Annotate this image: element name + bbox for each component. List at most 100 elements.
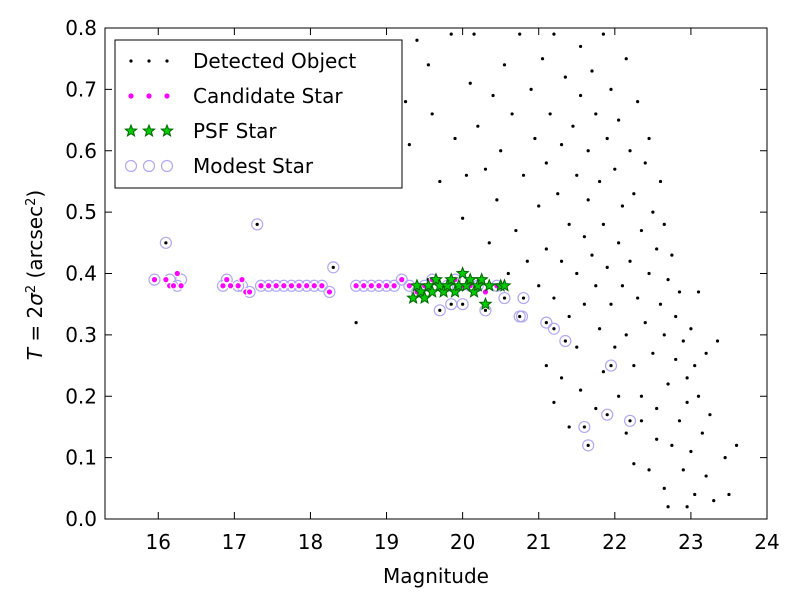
- detected-object-point: [696, 394, 701, 398]
- candidate-star-point: [272, 281, 281, 290]
- detected-object-point: [594, 284, 598, 288]
- candidate-star-point: [222, 275, 231, 284]
- psf-star-point: [463, 272, 478, 286]
- x-tick-label: 19: [374, 530, 399, 554]
- candidate-star-point: [162, 275, 170, 284]
- detected-object-point: [643, 161, 647, 165]
- detected-object-point: [453, 136, 457, 141]
- detected-object-point: [693, 492, 697, 497]
- legend-marker-modest-star: [142, 159, 156, 173]
- detected-object-point: [552, 296, 556, 300]
- modest-star-point: [498, 291, 511, 305]
- detected-object-point: [685, 400, 689, 404]
- detected-object-point: [578, 44, 583, 49]
- psf-star-point: [444, 272, 459, 286]
- modest-star-point: [159, 236, 172, 249]
- psf-star-series: [406, 266, 512, 311]
- detected-object-point: [578, 93, 583, 98]
- candidate-star-point: [234, 281, 242, 290]
- detected-object-point: [605, 413, 609, 417]
- detected-object-point: [632, 363, 636, 368]
- detected-object-point: [563, 75, 567, 79]
- detected-object-point: [628, 149, 632, 153]
- modest-star-point: [582, 439, 595, 452]
- detected-object-point: [567, 222, 571, 226]
- detected-object-point: [662, 222, 666, 226]
- detected-object-point: [544, 247, 548, 251]
- detected-object-point: [617, 118, 621, 122]
- detected-object-point: [571, 124, 575, 128]
- y-tick-label: 0.6: [65, 139, 97, 163]
- candidate-star-point: [169, 281, 178, 290]
- detected-object-point: [658, 179, 663, 184]
- legend-marker-detected-object: [147, 59, 151, 63]
- detected-object-point: [681, 468, 685, 472]
- x-tick-label: 16: [146, 530, 171, 554]
- detected-object-point: [624, 333, 628, 337]
- modest-star-point: [323, 285, 336, 299]
- detected-object-point: [628, 419, 632, 423]
- legend-label-modest: Modest Star: [193, 154, 314, 178]
- modest-star-point: [456, 298, 469, 311]
- detected-object-point: [639, 419, 644, 423]
- candidate-star-point: [238, 275, 246, 284]
- detected-object-point: [415, 38, 419, 42]
- detected-object-point: [586, 443, 590, 447]
- detected-object-point: [681, 339, 685, 343]
- detected-object-point: [605, 265, 609, 269]
- detected-object-point: [506, 271, 510, 276]
- detected-object-point: [590, 69, 594, 73]
- psf-star-point: [497, 278, 512, 292]
- detected-object-point: [651, 210, 655, 214]
- detected-object-point: [559, 259, 564, 263]
- detected-object-point: [461, 216, 465, 220]
- legend-marker-psf-star: [123, 123, 139, 137]
- legend-marker-candidate-star: [145, 92, 153, 100]
- detected-object-point: [537, 284, 541, 288]
- detected-object-point: [613, 345, 617, 349]
- detected-object-point: [689, 449, 693, 454]
- detected-object-point: [696, 290, 701, 294]
- detected-object-point: [461, 302, 465, 306]
- detected-object-point: [651, 351, 655, 355]
- legend-marker-psf-star: [141, 123, 157, 137]
- detected-object-point: [331, 265, 335, 269]
- candidate-star-point: [375, 281, 383, 290]
- detected-object-point: [609, 302, 613, 306]
- psf-star-point: [409, 278, 424, 292]
- detected-object-point: [430, 112, 434, 116]
- detected-object-point: [525, 259, 529, 263]
- modest-star-point: [547, 322, 561, 335]
- detected-object-point: [582, 235, 586, 239]
- detected-object-point: [715, 339, 720, 343]
- detected-object-point: [594, 112, 598, 116]
- legend-marker-modest-star: [160, 159, 174, 173]
- detected-object-point: [617, 241, 621, 245]
- detected-object-point: [403, 100, 408, 104]
- detected-object-point: [620, 204, 625, 208]
- detected-object-point: [704, 474, 708, 478]
- detected-object-point: [567, 314, 571, 319]
- x-tick-label: 20: [450, 530, 475, 554]
- detected-object-point: [164, 241, 168, 245]
- x-tick-label: 21: [526, 530, 551, 554]
- detected-object-point: [544, 363, 548, 368]
- detected-object-point: [628, 259, 632, 263]
- modest-star-point: [578, 420, 591, 434]
- detected-object-point: [647, 136, 651, 141]
- legend: Detected Object Candidate Star PSF Star …: [114, 39, 403, 189]
- detected-object-point: [518, 32, 522, 36]
- detected-object-series: [164, 32, 739, 509]
- candidate-star-point: [295, 281, 303, 290]
- y-tick-label: 0.7: [65, 77, 97, 101]
- y-tick-label: 0.3: [65, 323, 97, 347]
- modest-star-point: [540, 316, 553, 329]
- candidate-star-point: [325, 288, 334, 296]
- modest-star-point: [623, 414, 637, 427]
- detected-object-point: [521, 173, 526, 177]
- detected-object-point: [636, 100, 640, 104]
- modest-star-point: [515, 310, 529, 323]
- detected-object-point: [601, 222, 606, 226]
- detected-object-point: [502, 63, 507, 67]
